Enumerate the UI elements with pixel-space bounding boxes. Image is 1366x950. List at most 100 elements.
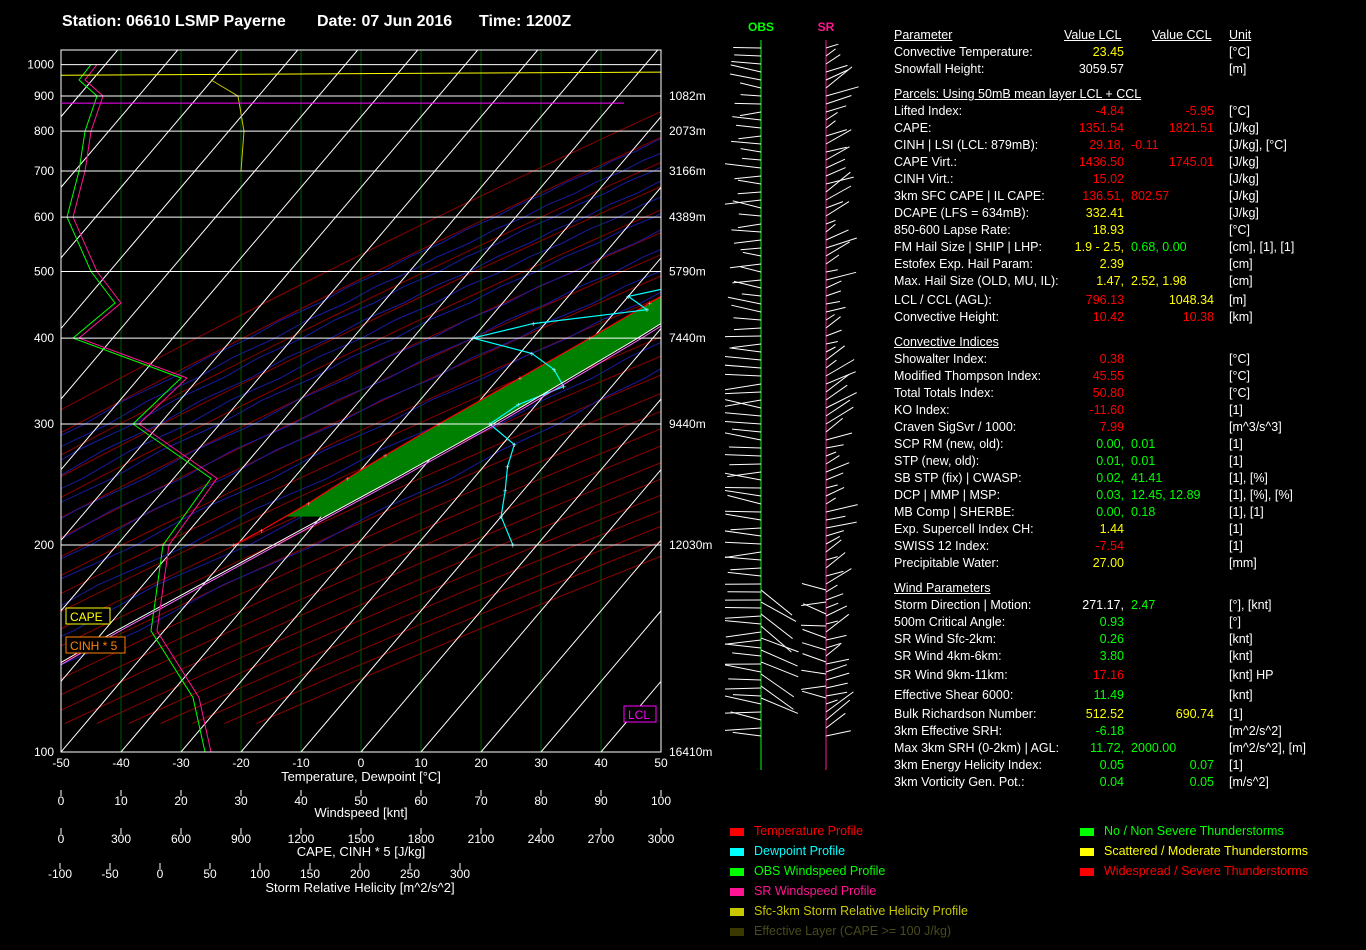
table-row: 3km SFC CAPE | IL CAPE: 136.51, 802.57 [J/k…	[894, 188, 1259, 205]
param-unit: [°], [knt]	[1229, 598, 1272, 612]
table-row: CINH | LSI (LCL: 879mB): 29.18, -0.11 [J/kg…	[894, 137, 1287, 154]
secondary-tick-label: 1200	[288, 832, 315, 846]
legend-label: No / Non Severe Thunderstorms	[1104, 824, 1284, 838]
table-row: 3km Vorticity Gen. Pot.: 0.04 0.05 [m/s^2]	[894, 774, 1269, 791]
value-lcl: 0.38	[1099, 352, 1124, 366]
value-lcl: 10.42	[1092, 310, 1124, 324]
value-lcl: 27.00	[1092, 556, 1124, 570]
param-name: FM Hail Size | SHIP | LHP:	[894, 240, 1042, 254]
param-unit: [km]	[1229, 310, 1253, 324]
wind-barb-line	[801, 690, 827, 699]
value-lcl: 50.80	[1092, 386, 1124, 400]
table-row: Convective Height: 10.42 10.38 [km]	[894, 309, 1253, 326]
secondary-tick-label: 10	[114, 794, 128, 808]
temperature-point: +	[306, 499, 311, 508]
wind-barb-line	[760, 637, 799, 653]
value-lcl: -4.84	[1095, 104, 1125, 118]
wind-barb-line	[725, 541, 762, 545]
dewpoint-point: +	[685, 280, 690, 289]
wind-barb-line	[825, 613, 850, 633]
value-lcl: 512.52	[1085, 707, 1124, 721]
param-unit: [cm]	[1229, 257, 1253, 271]
wind-barb-line	[825, 111, 838, 121]
height-label: 2073m	[669, 124, 706, 138]
secondary-tick-label: 20	[174, 794, 188, 808]
wind-barb-line	[825, 432, 853, 441]
wind-barb-line	[825, 241, 850, 257]
param-name: Showalter Index:	[894, 352, 988, 366]
header-value-lcl: Value LCL	[1064, 28, 1122, 42]
profile-legend: Temperature Profile Dewpoint Profile OBS W…	[730, 821, 968, 941]
wind-barb-line	[825, 269, 838, 273]
value-lcl: 0.01,	[1096, 454, 1124, 468]
lcl-label-border	[623, 705, 657, 723]
wind-barb-line	[760, 673, 795, 698]
param-name: 3km SFC CAPE | IL CAPE:	[894, 189, 1045, 203]
cinh-label-border	[65, 636, 126, 654]
dewpoint-point: +	[529, 349, 534, 358]
obs-wind-label: OBS	[748, 20, 774, 34]
wind-barb-line	[825, 129, 852, 145]
param-unit: [1]	[1229, 539, 1243, 553]
wind-barb-line	[725, 199, 762, 205]
wind-barb-line	[732, 652, 762, 657]
value-lcl: 11.49	[1093, 688, 1124, 702]
value-ccl: 0.68, 0.00	[1131, 240, 1187, 254]
param-name: Convective Height:	[894, 310, 999, 324]
header-value-ccl: Value CCL	[1152, 28, 1212, 42]
table-row: KO Index: -11.60 [1]	[894, 402, 1243, 419]
table-row: SB STP (fix) | CWASP: 0.02, 41.41 [1], [%]	[894, 470, 1268, 487]
param-unit: [1], [1]	[1229, 505, 1264, 519]
wind-barb-line	[825, 539, 842, 553]
param-name: 850-600 Lapse Rate:	[894, 223, 1011, 237]
wind-barb-line	[730, 73, 762, 81]
dry-adiabat-line	[61, 374, 661, 647]
secondary-tick-label: 300	[450, 867, 470, 881]
param-name: Effective Shear 6000:	[894, 688, 1014, 702]
value-lcl: 23.45	[1092, 45, 1124, 59]
wind-barb-line	[727, 296, 762, 305]
value-ccl: 0.05	[1189, 775, 1214, 789]
value-lcl: 136.51,	[1082, 189, 1124, 203]
height-label: 16410m	[669, 745, 712, 759]
param-name: Bulk Richardson Number:	[894, 707, 1037, 721]
param-unit: [J/kg]	[1229, 206, 1259, 220]
moist-adiabat-line	[61, 270, 661, 560]
wind-barb-line	[825, 451, 837, 457]
param-unit: [°C]	[1229, 369, 1250, 383]
dewpoint-profile-line	[472, 288, 661, 546]
dewpoint-point: +	[626, 292, 631, 301]
legend-item: Dewpoint Profile	[730, 841, 968, 861]
wind-barb-line	[731, 229, 762, 233]
wind-barb-line	[825, 682, 848, 689]
secondary-tick-label: 50	[203, 867, 217, 881]
table-body: Convective Temperature: 23.45 [°C] Snowfall…	[894, 44, 1306, 791]
legend-label: Widespread / Severe Thunderstorms	[1104, 864, 1309, 878]
secondary-tick-label: 90	[594, 794, 608, 808]
param-unit: [°C]	[1229, 45, 1250, 59]
wind-barb-line	[740, 247, 762, 251]
wind-barb-line	[730, 711, 762, 721]
param-name: Exp. Supercell Index CH:	[894, 522, 1034, 536]
legend-item: Widespread / Severe Thunderstorms	[1080, 861, 1308, 881]
wind-barb-line	[825, 301, 840, 305]
header-parameter: Parameter	[894, 28, 953, 42]
wind-barb-line	[734, 175, 762, 180]
temperature-tick-label: 50	[654, 756, 668, 770]
wind-barb-line	[802, 628, 827, 639]
table-row: Snowfall Height: 3059.57 [m]	[894, 61, 1246, 78]
time-title: Time: 1200Z	[479, 13, 572, 30]
height-label: 1082m	[669, 89, 706, 103]
param-unit: [J/kg], [°C]	[1229, 138, 1287, 152]
cape-label-box: CAPE	[65, 607, 111, 625]
table-row: 850-600 Lapse Rate: 18.93 [°C]	[894, 222, 1250, 239]
value-lcl: 0.26	[1099, 632, 1124, 646]
param-unit: [m]	[1229, 62, 1247, 76]
dry-adiabat-line	[61, 428, 661, 696]
wind-barb-line	[825, 497, 836, 505]
legend-swatch	[730, 907, 744, 916]
wind-barb-line	[727, 571, 762, 577]
skew-t-chart: ++++++++++++++++++++++++++++++++++++++++…	[27, 49, 712, 895]
legend-item: Scattered / Moderate Thunderstorms	[1080, 841, 1308, 861]
temperature-tick-label: -20	[232, 756, 250, 770]
